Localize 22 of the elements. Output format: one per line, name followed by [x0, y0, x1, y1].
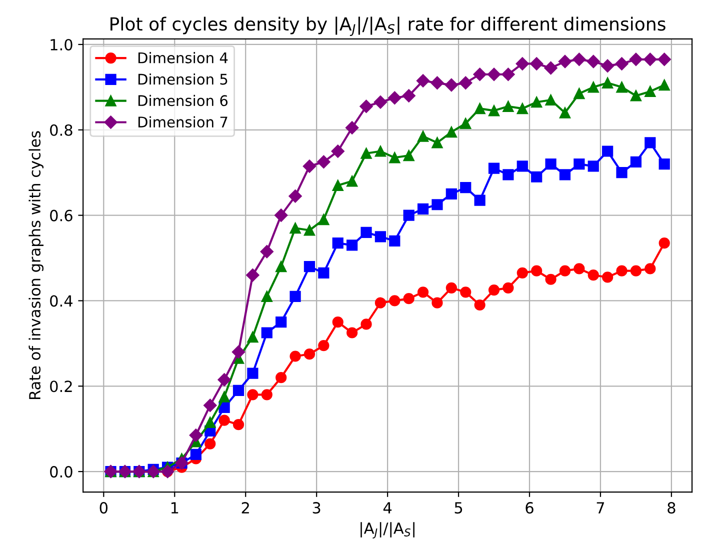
chart-title: Plot of cycles density by |A$_{J}$|/|A$_{S}$| rate for different dimensions: [110, 16, 666, 36]
y-tick-label: 1.0: [50, 38, 72, 50]
y-tick-label: 0.2: [50, 380, 72, 392]
y-axis-title: Rate of invasion graphs with cycles: [28, 131, 44, 400]
legend-label: Dimension 6: [138, 94, 228, 106]
y-tick-label: 0.4: [50, 295, 72, 307]
x-tick-label: 2: [242, 502, 249, 514]
x-tick-label: 3: [312, 502, 320, 514]
x-tick-label: 4: [383, 502, 392, 514]
x-axis-title: |A$_{J}$|/|A$_{S}$|: [360, 522, 414, 538]
legend-label: Dimension 7: [138, 116, 228, 128]
legend-label: Dimension 5: [138, 73, 228, 85]
legend-label: Dimension 4: [138, 52, 228, 64]
x-tick-label: 8: [668, 502, 676, 514]
x-tick-label: 6: [526, 502, 534, 514]
x-tick-label: 0: [100, 502, 108, 514]
y-tick-label: 0.8: [50, 124, 72, 136]
y-tick-label: 0.0: [50, 466, 72, 478]
x-tick-label: 5: [454, 502, 462, 514]
x-tick-label: 7: [596, 502, 604, 514]
x-tick-label: 1: [171, 502, 178, 514]
y-tick-label: 0.6: [50, 210, 72, 222]
